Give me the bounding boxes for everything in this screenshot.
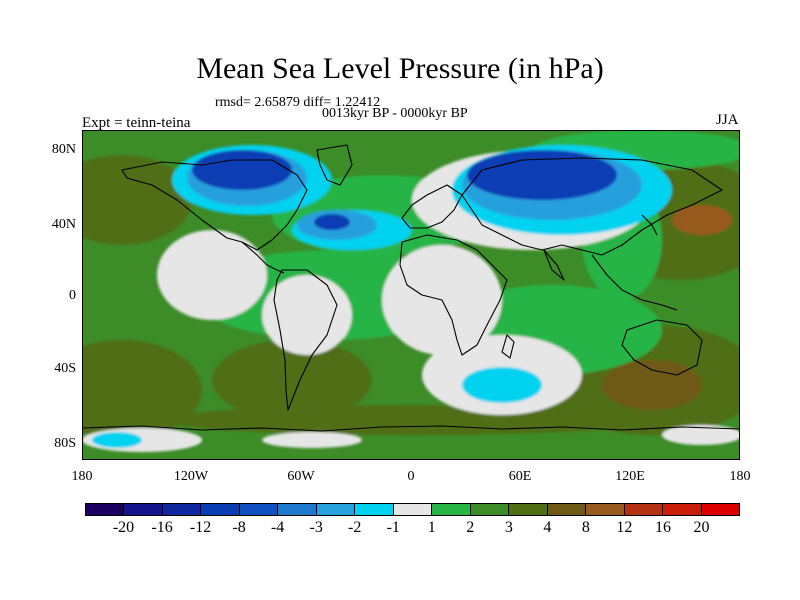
colorbar-label: 4 (543, 519, 552, 536)
field-high-south-atl (212, 340, 372, 420)
colorbar-swatch (432, 504, 471, 515)
coast-japan (641, 214, 658, 236)
colorbar-label: -2 (348, 519, 362, 536)
lon-label-180-left: 180 (71, 469, 93, 484)
colorbar-swatch (278, 504, 317, 515)
colorbar-swatch (547, 504, 587, 515)
field-low-deep-asia (467, 150, 617, 200)
field-high-s-pacific-west (82, 340, 202, 440)
colorbar-swatch (86, 504, 125, 515)
colorbar-swatch (624, 504, 664, 515)
colorbar-label: -4 (270, 519, 285, 536)
colorbar-swatch (509, 504, 548, 515)
lon-label-60w: 60W (287, 469, 315, 484)
colorbar-swatch (239, 504, 279, 515)
lat-label-80n: 80N (51, 142, 76, 157)
field-high-s-ocean (162, 405, 662, 435)
pressure-anomaly-map (82, 130, 740, 460)
field-low-deep-na (192, 150, 292, 190)
colorbar-swatch (316, 504, 356, 515)
coast-greenland (316, 144, 353, 186)
coast-africa (399, 234, 508, 356)
field-high-nw-pacific (82, 155, 192, 245)
lat-label-0: 0 (69, 288, 76, 303)
experiment-label: Expt = teinn-teina (82, 115, 191, 131)
field-low-deep-atl (314, 214, 350, 230)
map-frame (82, 130, 740, 460)
colorbar-swatch (663, 504, 702, 515)
lon-label-180-right: 180 (729, 469, 751, 484)
coast-se-asia (591, 254, 678, 311)
period-text: 0013kyr BP - 0000kyr BP (322, 106, 468, 121)
colorbar-label: -1 (386, 519, 400, 536)
coast-australia (621, 319, 703, 376)
field-high-s-pacific-core (602, 360, 702, 410)
coast-europe (401, 184, 463, 229)
coast-central-america (241, 241, 285, 274)
field-low-weak-s-indian (462, 367, 542, 403)
colorbar-label: -8 (232, 519, 246, 536)
lat-label-40s: 40S (54, 361, 76, 376)
colorbar-label: 16 (654, 519, 671, 536)
lon-label-120e: 120E (615, 469, 645, 484)
colorbar-swatch (393, 504, 433, 515)
colorbar (85, 503, 740, 516)
colorbar-label: -12 (189, 519, 212, 536)
field-neutral-antarctic-2 (262, 432, 362, 448)
field-high-pacific-core (672, 205, 732, 235)
coast-north-america (121, 159, 308, 251)
lat-label-40n: 40N (51, 217, 76, 232)
coast-asia (461, 157, 723, 256)
colorbar-label: -20 (112, 519, 135, 536)
lon-label-120w: 120W (173, 469, 209, 484)
field-low-weak-antarctic (92, 432, 142, 448)
coast-madagascar (501, 334, 515, 359)
season-label: JJA (716, 112, 739, 128)
lat-label-80s: 80S (54, 436, 76, 451)
colorbar-label: -16 (151, 519, 173, 536)
colorbar-swatch (586, 504, 625, 515)
lon-label-0: 0 (407, 469, 415, 484)
field-neutral-e-pacific (157, 230, 267, 320)
colorbar-label: 20 (693, 519, 710, 536)
colorbar-label: 3 (504, 519, 513, 536)
colorbar-swatch (124, 504, 163, 515)
coast-south-america (273, 269, 338, 411)
colorbar-swatch (701, 504, 739, 515)
coast-antarctica (82, 425, 740, 432)
colorbar-swatch (355, 504, 394, 515)
coast-india (543, 249, 565, 281)
field-neutral-antarctic-3 (662, 425, 740, 445)
colorbar-label: -3 (309, 519, 323, 536)
field-neutral-s-america (262, 275, 352, 355)
colorbar-label: 2 (466, 519, 475, 536)
colorbar-label: 1 (427, 519, 436, 536)
map-title: Mean Sea Level Pressure (in hPa) (196, 52, 604, 85)
lon-label-60e: 60E (508, 469, 532, 484)
colorbar-swatch (162, 504, 202, 515)
colorbar-swatch (470, 504, 510, 515)
colorbar-swatch (201, 504, 240, 515)
stats-text: rmsd= 2.65879 diff= 1.22412 (215, 95, 381, 110)
colorbar-label: 12 (616, 519, 633, 536)
colorbar-label: 8 (581, 519, 590, 536)
